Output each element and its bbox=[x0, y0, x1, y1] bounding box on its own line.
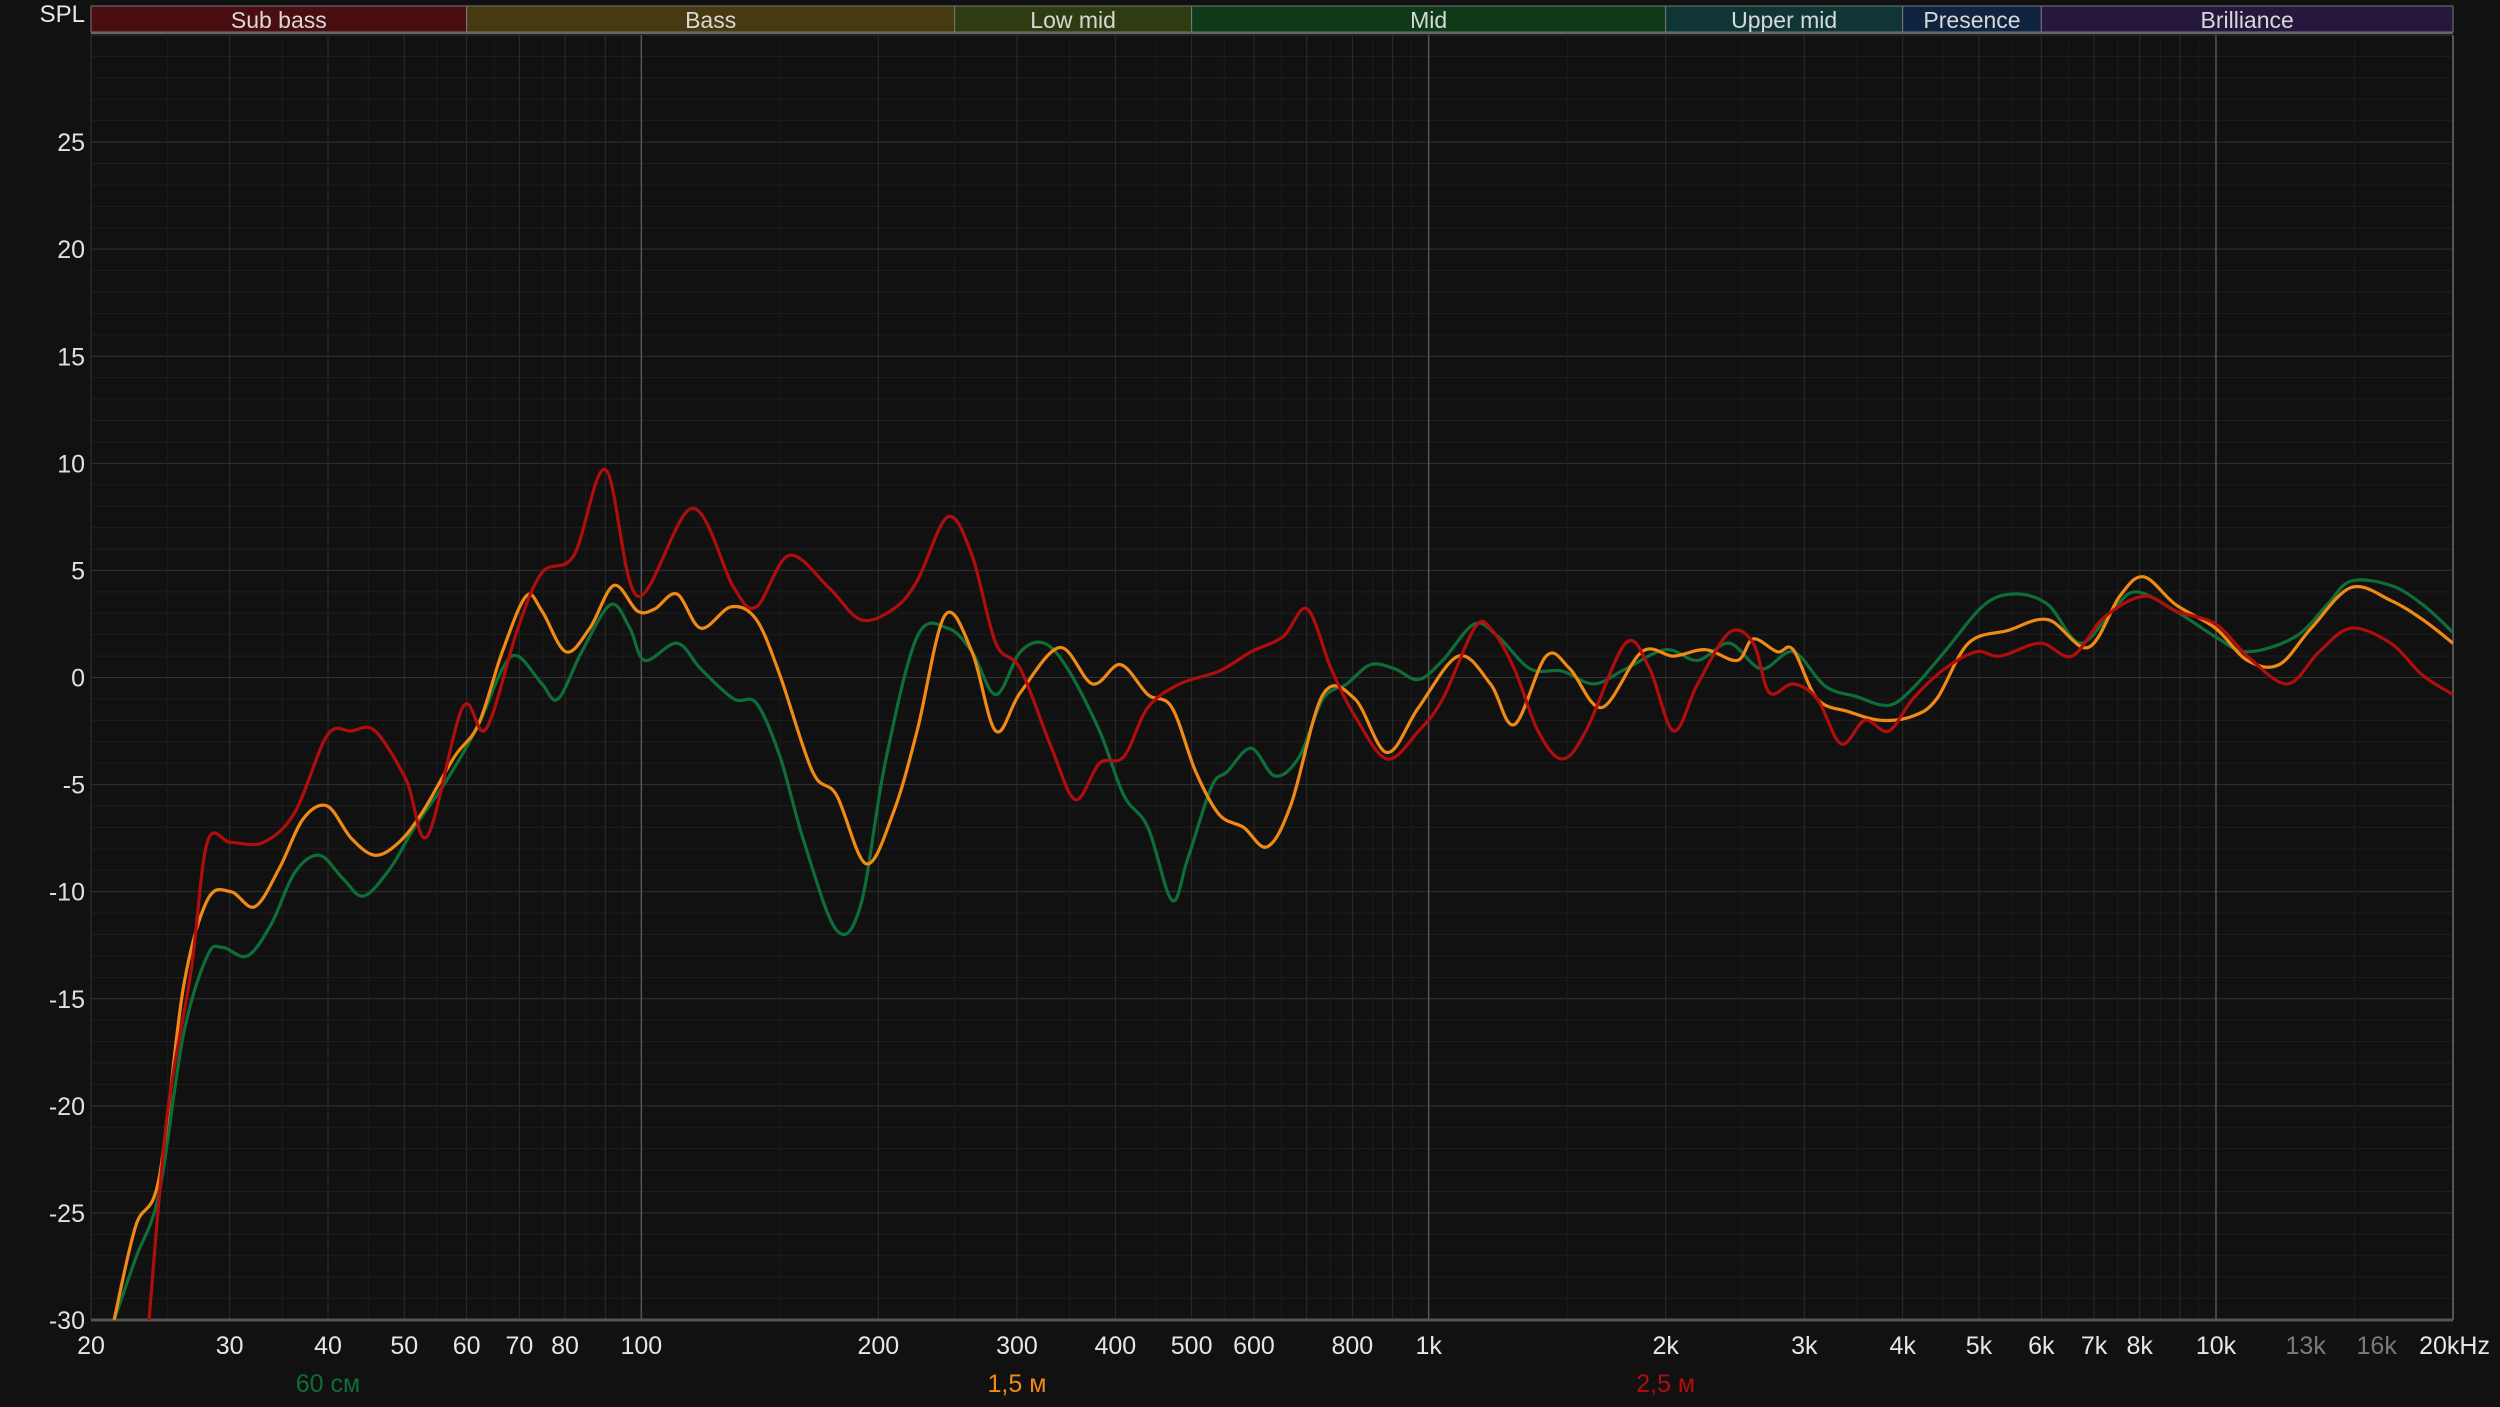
y-tick-label: -25 bbox=[49, 1200, 85, 1228]
y-tick-label: 5 bbox=[71, 557, 85, 585]
x-tick-label: 800 bbox=[1331, 1332, 1373, 1360]
x-tick-label: 60 bbox=[453, 1332, 481, 1360]
x-tick-label: 10k bbox=[2196, 1332, 2237, 1360]
x-tick-label: 1k bbox=[1415, 1332, 1442, 1360]
y-tick-label: 20 bbox=[57, 236, 85, 264]
x-tick-label: 3k bbox=[1791, 1332, 1818, 1360]
band-label: Sub bass bbox=[231, 7, 327, 33]
band-label: Brilliance bbox=[2200, 7, 2293, 33]
x-tick-label: 400 bbox=[1094, 1332, 1136, 1360]
band-low-mid bbox=[954, 5, 1193, 33]
x-tick-label: 8k bbox=[2126, 1332, 2153, 1360]
y-axis-ticks: -30 -25 -20 -15 -10 -5 0 5 10 15 20 25 bbox=[49, 129, 85, 1335]
series-labels: 60 см 1,5 м 2,5 м bbox=[296, 1370, 1695, 1398]
x-tick-label: 70 bbox=[505, 1332, 533, 1360]
series-label: 60 см bbox=[296, 1370, 360, 1398]
series-label: 2,5 м bbox=[1636, 1370, 1695, 1398]
frequency-band-bar: Sub bass Bass Low mid Mid Upper mid Presence B… bbox=[90, 5, 2454, 34]
x-tick-label: 13k bbox=[2286, 1332, 2327, 1360]
x-tick-label: 7k bbox=[2081, 1332, 2108, 1360]
band-label: Presence bbox=[1923, 7, 2020, 33]
y-tick-label: -30 bbox=[49, 1307, 85, 1335]
x-tick-label: 200 bbox=[857, 1332, 899, 1360]
x-tick-label: 16k bbox=[2357, 1332, 2398, 1360]
series-label: 1,5 м bbox=[988, 1370, 1047, 1398]
x-tick-label: 6k bbox=[2028, 1332, 2055, 1360]
x-tick-label: 20kHz bbox=[2419, 1332, 2490, 1360]
y-tick-label: 25 bbox=[57, 129, 85, 157]
x-tick-label: 20 bbox=[77, 1332, 105, 1360]
x-tick-label: 300 bbox=[996, 1332, 1038, 1360]
band-label: Low mid bbox=[1030, 7, 1116, 33]
x-tick-label: 5k bbox=[1966, 1332, 1993, 1360]
series-line-1 bbox=[112, 575, 2453, 1320]
x-tick-label: 30 bbox=[216, 1332, 244, 1360]
y-axis-label: SPL bbox=[40, 1, 85, 28]
x-tick-label: 500 bbox=[1171, 1332, 1213, 1360]
y-tick-label: -5 bbox=[63, 772, 85, 800]
x-tick-label: 40 bbox=[314, 1332, 342, 1360]
band-presence bbox=[1902, 5, 2042, 33]
band-label: Upper mid bbox=[1731, 7, 1837, 33]
y-tick-label: -10 bbox=[49, 879, 85, 907]
grid bbox=[90, 34, 2454, 1322]
x-tick-label: 2k bbox=[1652, 1332, 1679, 1360]
series-line-0 bbox=[112, 578, 2453, 1320]
series-lines bbox=[112, 468, 2453, 1320]
x-axis-ticks: 20 30 40 50 60 70 80 100 200 300 400 500 600 800 1k 2k 3… bbox=[77, 1332, 2490, 1360]
x-tick-label: 4k bbox=[1889, 1332, 1916, 1360]
band-sub-bass bbox=[90, 5, 468, 33]
y-tick-label: -15 bbox=[49, 986, 85, 1014]
x-tick-label: 50 bbox=[390, 1332, 418, 1360]
series-line-2 bbox=[147, 468, 2453, 1320]
x-tick-label: 100 bbox=[620, 1332, 662, 1360]
band-bass bbox=[466, 5, 956, 33]
y-tick-label: -20 bbox=[49, 1093, 85, 1121]
band-label: Bass bbox=[685, 7, 736, 33]
y-tick-label: 0 bbox=[71, 665, 85, 693]
y-tick-label: 10 bbox=[57, 450, 85, 478]
band-label: Mid bbox=[1410, 7, 1447, 33]
x-tick-label: 80 bbox=[551, 1332, 579, 1360]
x-tick-label: 600 bbox=[1233, 1332, 1275, 1360]
y-tick-label: 15 bbox=[57, 343, 85, 371]
